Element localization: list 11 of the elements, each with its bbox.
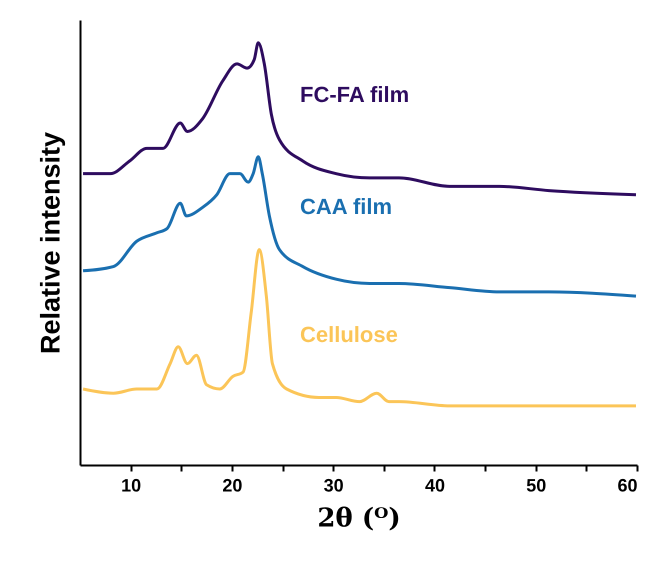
x-tick-label: 10 bbox=[121, 476, 142, 496]
y-axis-title: Relative intensity bbox=[36, 132, 66, 354]
x-tick-label: 20 bbox=[222, 476, 242, 496]
x-tick-label: 50 bbox=[526, 476, 546, 496]
x-axis-title: 2θ (ᴼ) bbox=[317, 504, 401, 534]
series-label: FC-FA film bbox=[300, 82, 410, 107]
series-label: CAA film bbox=[300, 194, 392, 219]
series-label: Cellulose bbox=[300, 322, 398, 347]
x-tick-label: 60 bbox=[617, 476, 638, 496]
x-tick-label: 40 bbox=[424, 476, 445, 496]
x-tick-label: 30 bbox=[324, 476, 344, 496]
